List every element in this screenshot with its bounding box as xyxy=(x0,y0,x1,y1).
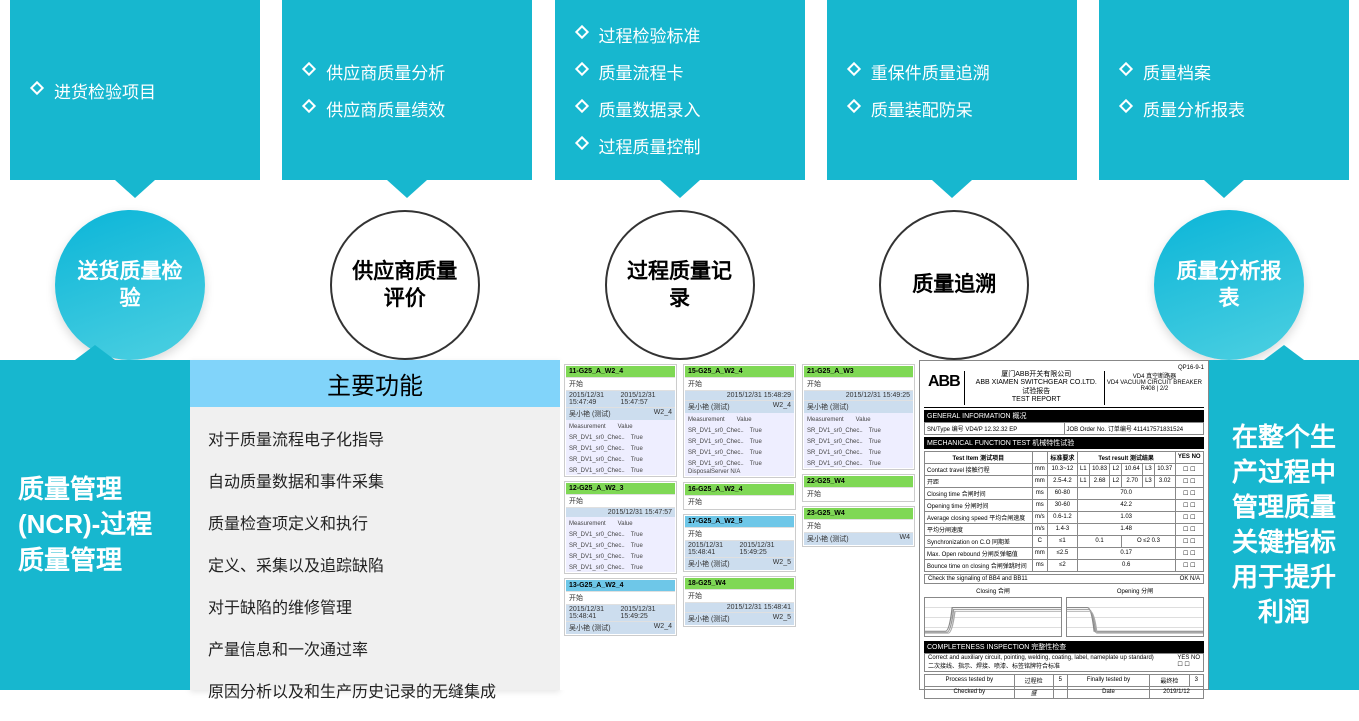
chevron-up-icon xyxy=(75,345,115,360)
bullet-label: 供应商质量分析 xyxy=(326,59,445,84)
feature-panel: 主要功能 对于质量流程电子化指导 自动质量数据和事件采集 质量检查项定义和执行 … xyxy=(190,360,560,690)
diamond-icon xyxy=(574,25,588,39)
bullet-label: 质量流程卡 xyxy=(599,59,684,84)
section-header: GENERAL INFORMATION 概况 xyxy=(924,410,1204,422)
mini-card: 11-G25_A_W2_4开始2015/12/31 15:47:492015/1… xyxy=(564,364,677,477)
side-panel-right: 在整个生产过程中管理质量关键指标用于提升利润 xyxy=(1209,360,1359,690)
diamond-icon xyxy=(30,80,44,94)
mini-card: 17-G25_A_W2_5开始2015/12/31 15:48:412015/1… xyxy=(683,514,796,572)
test-report: QP16-9-1 ABB 厦门ABB开关有限公司 ABB XIAMEN SWIT… xyxy=(919,360,1209,690)
side-right-text: 在整个生产过程中管理质量关键指标用于提升利润 xyxy=(1227,420,1341,631)
feature-item: 原因分析以及和生产历史记录的无缝集成 xyxy=(208,669,542,711)
abb-logo: ABB xyxy=(924,371,964,405)
feature-item: 产量信息和一次通过率 xyxy=(208,627,542,669)
chevron-down-icon xyxy=(387,180,427,198)
diamond-icon xyxy=(847,62,861,76)
bullet-label: 过程检验标准 xyxy=(599,22,701,47)
diamond-icon xyxy=(302,99,316,113)
feature-item: 对于缺陷的维修管理 xyxy=(208,585,542,627)
chevron-down-icon xyxy=(115,180,155,198)
circle-row: 送货质量检验 供应商质量评价 过程质量记录 质量追溯 质量分析报表 xyxy=(0,180,1359,360)
mech-test-table: Test Item 测试项目标准要求Test result 测试结果YES NO… xyxy=(924,451,1204,572)
mini-card: 15-G25_A_W2_4开始2015/12/31 15:48:29吴小艳 (测… xyxy=(683,364,796,478)
bullet-label: 进货检验项目 xyxy=(54,78,156,103)
circle-node-5: 质量分析报表 xyxy=(1154,210,1304,360)
bullet-label: 质量档案 xyxy=(1143,59,1211,84)
mini-col-2: 21-G25_A_W3开始2015/12/31 15:49:25吴小艳 (测试)… xyxy=(802,364,915,686)
section-header: MECHANICAL FUNCTION TEST 机械特性试验 xyxy=(924,437,1204,449)
section-header: COMPLETENESS INSPECTION 完整性检查 xyxy=(924,641,1204,653)
top-box-3: 过程检验标准 质量流程卡 质量数据录入 过程质量控制 xyxy=(555,0,805,180)
diamond-icon xyxy=(302,62,316,76)
bottom-row: 质量管理(NCR)-过程质量管理 主要功能 对于质量流程电子化指导 自动质量数据… xyxy=(0,360,1359,690)
top-box-4: 重保件质量追溯 质量装配防呆 xyxy=(827,0,1077,180)
feature-item: 定义、采集以及追踪缺陷 xyxy=(208,543,542,585)
mini-card: 12-G25_A_W2_3开始2015/12/31 15:47:57Measur… xyxy=(564,481,677,574)
side-panel-left: 质量管理(NCR)-过程质量管理 xyxy=(0,360,190,690)
bullet-label: 供应商质量绩效 xyxy=(326,96,445,121)
diamond-icon xyxy=(574,99,588,113)
mini-col-1: 15-G25_A_W2_4开始2015/12/31 15:48:29吴小艳 (测… xyxy=(683,364,796,686)
top-box-1: 进货检验项目 xyxy=(10,0,260,180)
chevron-down-icon xyxy=(932,180,972,198)
mini-card: 18-G25_W4开始2015/12/31 15:48:41吴小艳 (测试)W2… xyxy=(683,576,796,627)
side-left-title: 质量管理(NCR)-过程质量管理 xyxy=(18,472,172,577)
circle-node-3: 过程质量记录 xyxy=(605,210,755,360)
feature-item: 自动质量数据和事件采集 xyxy=(208,459,542,501)
diamond-icon xyxy=(574,62,588,76)
mini-card: 22-G25_W4开始 xyxy=(802,474,915,502)
diamond-icon xyxy=(1119,99,1133,113)
top-box-5: 质量档案 质量分析报表 xyxy=(1099,0,1349,180)
mini-card: 21-G25_A_W3开始2015/12/31 15:49:25吴小艳 (测试)… xyxy=(802,364,915,470)
mini-card: 13-G25_A_W2_4开始2015/12/31 15:48:412015/1… xyxy=(564,578,677,636)
bullet-label: 质量装配防呆 xyxy=(871,96,973,121)
bullet-label: 重保件质量追溯 xyxy=(871,59,990,84)
circle-node-4: 质量追溯 xyxy=(879,210,1029,360)
mini-card: 16-G25_A_W2_4开始 xyxy=(683,482,796,510)
chevron-down-icon xyxy=(660,180,700,198)
diamond-icon xyxy=(574,136,588,150)
feature-list: 对于质量流程电子化指导 自动质量数据和事件采集 质量检查项定义和执行 定义、采集… xyxy=(190,407,560,721)
feature-item: 质量检查项定义和执行 xyxy=(208,501,542,543)
mini-col-0: 11-G25_A_W2_4开始2015/12/31 15:47:492015/1… xyxy=(564,364,677,686)
bullet-label: 过程质量控制 xyxy=(599,133,701,158)
mini-screens: 11-G25_A_W2_4开始2015/12/31 15:47:492015/1… xyxy=(560,360,919,690)
top-box-2: 供应商质量分析 供应商质量绩效 xyxy=(282,0,532,180)
bullet-label: 质量数据录入 xyxy=(599,96,701,121)
circle-node-2: 供应商质量评价 xyxy=(330,210,480,360)
bullet-label: 质量分析报表 xyxy=(1143,96,1245,121)
circle-node-1: 送货质量检验 xyxy=(55,210,205,360)
feature-header: 主要功能 xyxy=(190,360,560,407)
chevron-up-icon xyxy=(1264,345,1304,360)
diamond-icon xyxy=(1119,62,1133,76)
opening-chart xyxy=(1066,597,1204,637)
top-boxes-row: 进货检验项目 供应商质量分析 供应商质量绩效 过程检验标准 质量流程卡 质量数据… xyxy=(0,0,1359,180)
feature-item: 对于质量流程电子化指导 xyxy=(208,417,542,459)
mini-card: 23-G25_W4开始吴小艳 (测试)W4 xyxy=(802,506,915,547)
chevron-down-icon xyxy=(1204,180,1244,198)
closing-chart xyxy=(924,597,1062,637)
diamond-icon xyxy=(847,99,861,113)
